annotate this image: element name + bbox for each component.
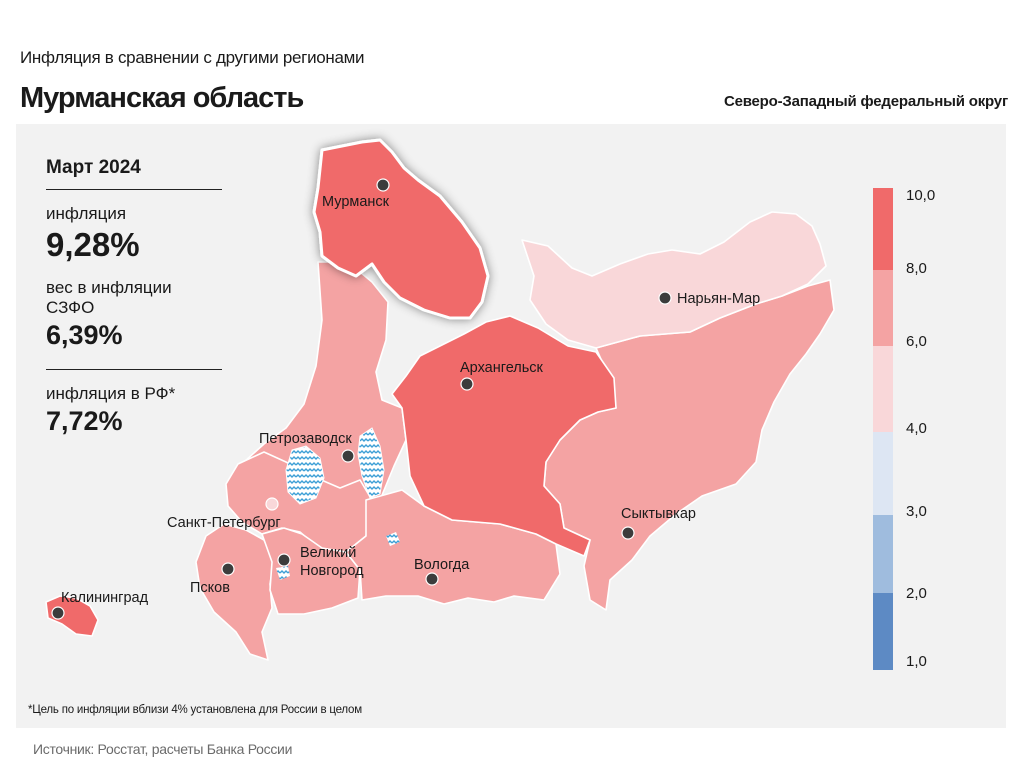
city-kaliningrad: Калининград bbox=[51, 590, 149, 620]
city-marker bbox=[277, 553, 291, 567]
city-marker bbox=[265, 497, 279, 511]
city-marker bbox=[51, 606, 65, 620]
city-velikiy-novgorod: Великий Новгород bbox=[277, 545, 364, 579]
city-marker bbox=[376, 178, 390, 192]
city-label-naryan-mar: Нарьян-Мар bbox=[677, 291, 760, 307]
region-murmansk bbox=[312, 138, 490, 320]
city-label-pskov: Псков bbox=[190, 580, 230, 596]
city-label-vologda: Вологда bbox=[414, 557, 470, 573]
city-pskov: Псков bbox=[190, 562, 235, 596]
city-marker bbox=[425, 572, 439, 586]
city-marker bbox=[341, 449, 355, 463]
lake-beloe bbox=[386, 532, 400, 546]
city-petrozavodsk: Петрозаводск bbox=[259, 431, 355, 463]
city-vologda: Вологда bbox=[414, 557, 470, 586]
legend-tick: 8,0 bbox=[906, 260, 927, 277]
city-label-arkhangelsk: Архангельск bbox=[460, 360, 544, 376]
legend-tick: 1,0 bbox=[906, 653, 927, 670]
city-label-novgorod-line2: Новгород bbox=[300, 563, 364, 579]
legend-bin-1-2 bbox=[873, 593, 893, 670]
inflation-label: инфляция bbox=[46, 204, 127, 223]
legend-tick: 10,0 bbox=[906, 187, 935, 204]
city-label-novgorod-line1: Великий bbox=[300, 545, 356, 561]
legend-tick: 2,0 bbox=[906, 585, 927, 602]
city-syktyvkar: Сыктывкар bbox=[621, 506, 696, 540]
weight-value: 6,39% bbox=[46, 320, 123, 350]
region-title: Мурманская область bbox=[20, 82, 304, 114]
stats-block: Март 2024 инфляция 9,28% вес в инфляции … bbox=[46, 157, 222, 437]
city-label-saint-petersburg: Санкт-Петербург bbox=[167, 515, 281, 531]
legend-bin-6-8 bbox=[873, 270, 893, 346]
city-saint-petersburg: Санкт-Петербург bbox=[167, 497, 281, 531]
city-label-kaliningrad: Калининград bbox=[61, 590, 149, 606]
region-novgorod bbox=[261, 527, 361, 615]
legend-bin-3-4 bbox=[873, 432, 893, 515]
legend-tick: 4,0 bbox=[906, 420, 927, 437]
city-naryan-mar: Нарьян-Мар bbox=[658, 291, 760, 307]
district-name: Северо-Западный федеральный округ bbox=[723, 93, 1008, 110]
lake-ilmen bbox=[276, 566, 290, 580]
legend-bin-4-6 bbox=[873, 346, 893, 432]
city-label-syktyvkar: Сыктывкар bbox=[621, 506, 696, 522]
region-arkhangelsk bbox=[391, 315, 617, 557]
region-kaliningrad bbox=[45, 595, 99, 637]
lake-ladoga bbox=[285, 445, 325, 505]
lake-onega bbox=[357, 427, 385, 499]
legend-scale: 10,0 8,0 6,0 4,0 3,0 2,0 1,0 bbox=[873, 187, 935, 670]
legend-bin-2-3 bbox=[873, 515, 893, 593]
weight-label: вес в инфляции СЗФО bbox=[46, 278, 172, 317]
legend-bin-8-10 bbox=[873, 188, 893, 270]
city-marker bbox=[221, 562, 235, 576]
chart-subtitle: Инфляция в сравнении с другими регионами bbox=[20, 48, 365, 67]
rf-inflation-label: инфляция в РФ* bbox=[46, 384, 176, 403]
city-arkhangelsk: Архангельск bbox=[460, 360, 544, 391]
city-label-murmansk: Мурманск bbox=[322, 194, 390, 210]
footnote: *Цель по инфляции вблизи 4% установлена … bbox=[28, 704, 362, 716]
source-note: Источник: Росстат, расчеты Банка России bbox=[33, 741, 293, 757]
weight-block: вес в инфляции СЗФО 6,39% bbox=[46, 278, 222, 370]
city-marker bbox=[658, 291, 672, 305]
inflation-value: 9,28% bbox=[46, 226, 140, 263]
legend-tick: 3,0 bbox=[906, 503, 927, 520]
city-murmansk: Мурманск bbox=[322, 178, 390, 210]
region-nenets bbox=[521, 211, 827, 349]
rf-inflation-value: 7,72% bbox=[46, 406, 123, 436]
period-label: Март 2024 bbox=[46, 157, 222, 190]
city-label-petrozavodsk: Петрозаводск bbox=[259, 431, 352, 447]
city-marker bbox=[621, 526, 635, 540]
legend-tick: 6,0 bbox=[906, 333, 927, 350]
city-marker bbox=[460, 377, 474, 391]
region-pskov bbox=[195, 523, 275, 661]
